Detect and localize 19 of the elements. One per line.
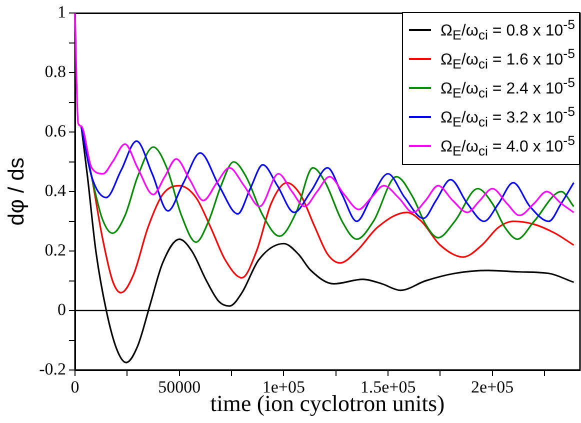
y-tick-label: 0 xyxy=(58,300,66,319)
x-tick-label: 1.5e+05 xyxy=(360,378,416,397)
y-tick-label: 0.2 xyxy=(44,240,66,260)
y-tick-label: -0.2 xyxy=(39,359,66,378)
legend-label: Ω$_{E}$/ω$_{ci}$ = 3.2 x 10$^{-5}$ xyxy=(440,104,575,130)
y-tick-label: 0.8 xyxy=(44,62,66,82)
y-tick-label: 0.4 xyxy=(44,181,66,200)
x-tick-label: 0 xyxy=(70,378,80,397)
y-tick-label: 1 xyxy=(58,2,66,22)
line-series xyxy=(80,125,575,222)
x-tick-label: 2e+05 xyxy=(471,378,514,397)
y-axis-title: dφ / ds xyxy=(3,158,28,226)
line-series xyxy=(74,12,575,216)
x-tick-label: 50000 xyxy=(158,378,201,397)
y-tick-label: 0.6 xyxy=(44,122,66,141)
legend-label: Ω$_{E}$/ω$_{ci}$ = 0.8 x 10$^{-5}$ xyxy=(440,16,575,42)
legend-label: Ω$_{E}$/ω$_{ci}$ = 2.4 x 10$^{-5}$ xyxy=(440,74,575,100)
legend-label: Ω$_{E}$/ω$_{ci}$ = 4.0 x 10$^{-5}$ xyxy=(440,132,575,158)
legend-label: Ω$_{E}$/ω$_{ci}$ = 1.6 x 10$^{-5}$ xyxy=(440,46,575,72)
